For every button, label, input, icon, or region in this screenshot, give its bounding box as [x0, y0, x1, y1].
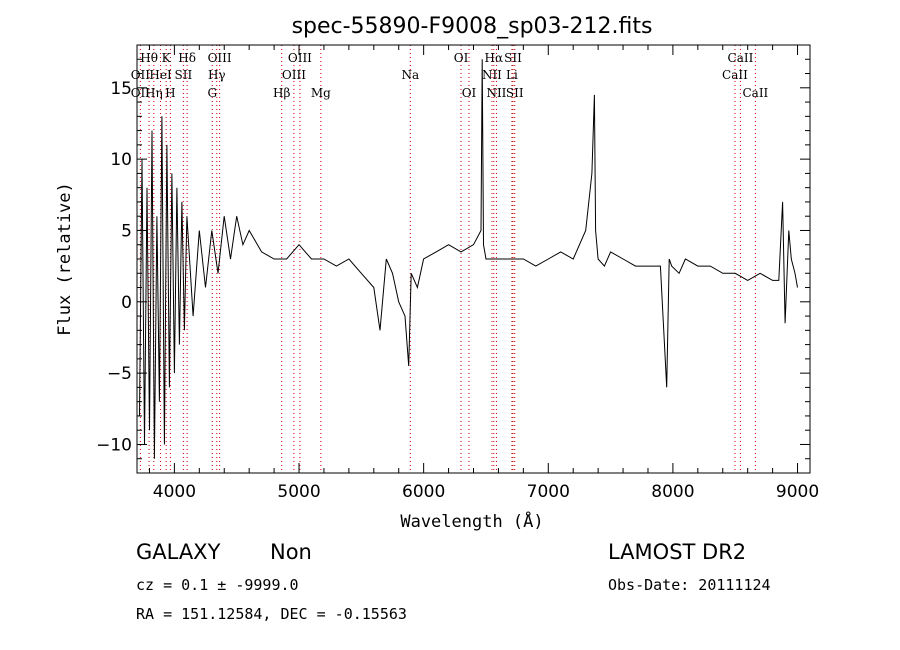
y-tick-label: 0	[121, 293, 132, 313]
ra-dec-readout: RA = 151.12584, DEC = -0.15563	[136, 605, 407, 623]
spectral-line-label: G	[207, 86, 217, 100]
spectral-line-label: Hη	[145, 86, 163, 100]
spectral-line-label: OIII	[288, 51, 312, 65]
spectral-line-label: Hβ	[273, 86, 290, 100]
spectral-line-label: Mg	[311, 86, 331, 100]
x-tick-label: 9000	[776, 482, 819, 502]
spectral-line-label: SII	[506, 86, 524, 100]
spectral-line-label: NII	[482, 68, 502, 82]
spectral-line-label: Li	[506, 68, 518, 82]
spectral-line-label: K	[162, 51, 172, 65]
spectral-line-label: SII	[175, 68, 193, 82]
spectral-line-label: H	[165, 86, 175, 100]
spectral-line-label: Hθ	[140, 51, 158, 65]
spectral-line-label: OII	[131, 68, 151, 82]
x-tick-label: 6000	[402, 482, 445, 502]
spectral-line-label: CaII	[742, 86, 768, 100]
x-axis-label: Wavelength (Å)	[400, 510, 543, 532]
object-class: GALAXY	[136, 540, 221, 564]
spectral-line-label: CaII	[728, 51, 754, 65]
obs-date: Obs-Date: 20111124	[608, 576, 771, 594]
x-tick-label: 8000	[651, 482, 694, 502]
y-tick-label: −5	[107, 364, 132, 384]
y-axis-label: Flux (relative)	[55, 182, 75, 336]
chart-title: spec-55890-F9008_sp03-212.fits	[292, 14, 653, 39]
spectral-line-label: Hγ	[208, 68, 226, 82]
line-markers	[139, 45, 756, 473]
survey-name: LAMOST DR2	[608, 540, 747, 564]
x-tick-label: 5000	[277, 482, 320, 502]
axis-ticks: 4000 5000 6000 7000 8000 9000 −10 −5 0 5 10 15	[96, 45, 819, 502]
y-tick-label: −10	[96, 435, 132, 455]
spectrum-series	[139, 59, 798, 459]
plot-frame	[136, 44, 811, 474]
object-subclass: Non	[270, 540, 312, 564]
spectral-line-label: OI	[462, 86, 477, 100]
spectral-line-label: OIII	[208, 51, 232, 65]
y-tick-label: 10	[110, 150, 132, 170]
spectral-line-label: OII	[131, 86, 151, 100]
spectral-line-label: Hδ	[178, 51, 196, 65]
spectral-line-label: Hα	[485, 51, 504, 65]
spectrum-line	[139, 59, 798, 459]
spectral-line-label: CaII	[722, 68, 748, 82]
spectral-line-label: Na	[401, 68, 419, 82]
y-tick-label: 15	[110, 79, 132, 99]
spectral-line-label: OI	[454, 51, 469, 65]
spectral-line-label: SII	[504, 51, 522, 65]
x-tick-label: 7000	[527, 482, 570, 502]
x-tick-label: 4000	[153, 482, 196, 502]
spectral-line-label: OIII	[282, 68, 306, 82]
spectral-line-label: NII	[486, 86, 506, 100]
y-tick-label: 5	[121, 221, 132, 241]
spectral-line-label: HeI	[149, 68, 172, 82]
redshift-readout: cz = 0.1 ± -9999.0	[136, 576, 299, 594]
